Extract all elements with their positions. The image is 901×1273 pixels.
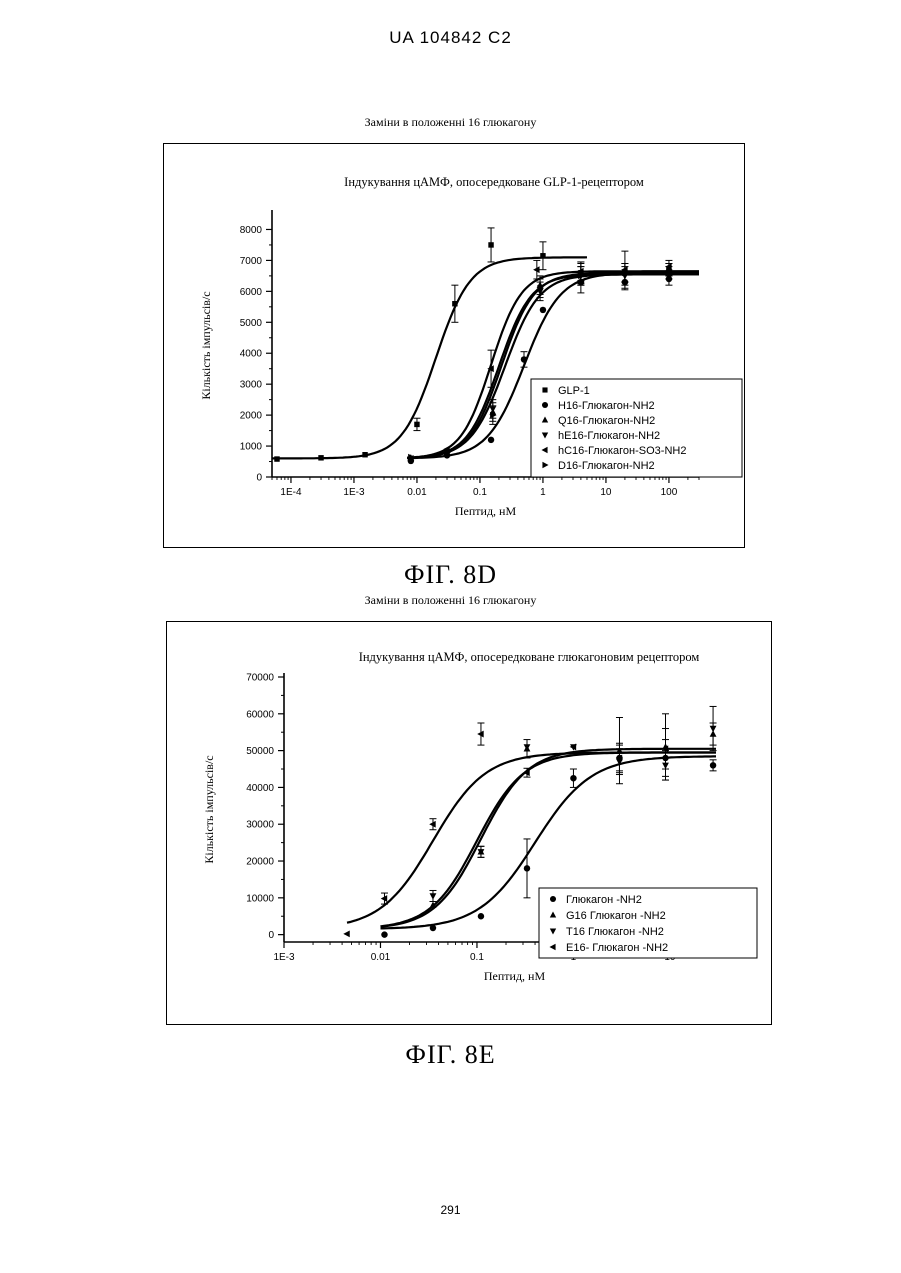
chart-8e-legend-label-0: Глюкагон -NH2	[566, 894, 642, 906]
chart-8d-y-tick-label: 1000	[240, 442, 263, 453]
chart-8e-data-point	[710, 726, 717, 732]
chart-8d-data-point	[488, 437, 494, 443]
chart-8e-y-tick-label: 70000	[246, 673, 274, 684]
chart-8e-data-point	[430, 893, 437, 899]
chart-8d-data-point	[274, 456, 279, 461]
chart-8e-data-point	[524, 865, 530, 871]
chart-8e-data-point	[478, 913, 484, 919]
chart-8e-data-point	[343, 931, 349, 938]
chart-8d-title: Індукування цАМФ, опосередковане GLP-1-р…	[344, 175, 644, 189]
chart-8e-y-tick-label: 40000	[246, 783, 274, 794]
chart-8d-data-point	[452, 301, 457, 306]
chart-8e-legend-label-3: E16- Глюкагон -NH2	[566, 942, 668, 954]
chart-8e-x-axis-label: Пептид, нМ	[484, 969, 546, 983]
chart-8d-data-point	[488, 242, 493, 247]
chart-8d-x-tick-label: 100	[661, 487, 678, 498]
chart-8d-subtitle: Заміни в положенні 16 глюкагону	[0, 115, 901, 130]
chart-8e-data-point	[430, 925, 436, 931]
chart-8e-data-point	[570, 775, 576, 781]
chart-8d-legend: GLP-1 H16-Глюкагон-NH2 Q16-Глюкагон-NH2 hE1…	[531, 379, 742, 477]
chart-8d-y-tick-label: 6000	[240, 287, 263, 298]
chart-8e-svg: Індукування цАМФ, опосередковане глюкаго…	[167, 622, 770, 1023]
chart-8d-y-axis-label: Кількість імпульсів/с	[199, 291, 213, 399]
chart-8d-legend-label-3: hE16-Глюкагон-NH2	[558, 430, 660, 442]
chart-8e-y-tick-label: 60000	[246, 709, 274, 720]
chart-8d-x-tick-label: 1E-4	[280, 487, 302, 498]
chart-8d-data-point	[533, 266, 539, 273]
chart-8d-legend-label-2: Q16-Глюкагон-NH2	[558, 415, 655, 427]
chart-8d-x-axis-label: Пептид, нМ	[455, 504, 517, 518]
chart-8d-x-tick-label: 0.01	[407, 487, 427, 498]
chart-8d-svg: Індукування цАМФ, опосередковане GLP-1-р…	[164, 144, 743, 546]
chart-8d-y-tick-label: 3000	[240, 380, 263, 391]
patent-header: UA 104842 C2	[0, 28, 901, 48]
chart-8e-y-tick-label: 10000	[246, 893, 274, 904]
figure-label-8e: ФІГ. 8E	[0, 1040, 901, 1070]
chart-8e-y-tick-label: 50000	[246, 746, 274, 757]
chart-8e-title: Індукування цАМФ, опосередковане глюкаго…	[359, 650, 700, 664]
chart-8e-legend-label-1: G16 Глюкагон -NH2	[566, 910, 666, 922]
chart-8e-legend-marker-0	[550, 896, 556, 902]
chart-8d-x-tick-label: 1	[540, 487, 546, 498]
chart-8e-y-tick-label: 20000	[246, 857, 274, 868]
chart-8d-y-tick-label: 5000	[240, 318, 263, 329]
chart-8d-legend-marker-0	[542, 387, 547, 392]
chart-8e-legend-label-2: T16 Глюкагон -NH2	[566, 926, 664, 938]
chart-8e-x-tick-label: 0.01	[371, 952, 391, 963]
chart-8d-y-tick-label: 4000	[240, 349, 263, 360]
chart-8d-y-tick-label: 0	[256, 473, 262, 484]
chart-8d-data-point	[521, 356, 527, 362]
chart-8e-data-point	[477, 731, 483, 738]
chart-8d-legend-label-4: hC16-Глюкагон-SO3-NH2	[558, 445, 686, 457]
chart-8e-y-tick-label: 30000	[246, 820, 274, 831]
chart-8d-y-tick-label: 7000	[240, 256, 263, 267]
chart-8e-x-tick-label: 0.1	[470, 952, 484, 963]
chart-8d-data-point	[540, 307, 546, 313]
chart-8d-y-tick-label: 2000	[240, 411, 263, 422]
chart-8d-legend-label-0: GLP-1	[558, 385, 590, 397]
chart-8e-x-tick-label: 1E-3	[273, 952, 295, 963]
chart-8d-y-tick-label: 8000	[240, 225, 263, 236]
chart-8e-legend: Глюкагон -NH2 G16 Глюкагон -NH2 T16 Глюкаг…	[539, 888, 757, 958]
chart-8e-data-point	[710, 762, 716, 768]
chart-8e-y-tick-label: 0	[268, 930, 274, 941]
chart-8e-subtitle: Заміни в положенні 16 глюкагону	[0, 593, 901, 608]
chart-8d-x-tick-label: 10	[600, 487, 612, 498]
chart-8d-data-point	[362, 452, 367, 457]
chart-8e-data-point	[381, 895, 387, 902]
chart-8e-frame: Індукування цАМФ, опосередковане глюкаго…	[166, 621, 772, 1025]
figure-label-8d: ФІГ. 8D	[0, 560, 901, 590]
chart-8d-data-point	[540, 253, 545, 258]
chart-8d-data-point	[414, 422, 419, 427]
chart-8d-frame: Індукування цАМФ, опосередковане GLP-1-р…	[163, 143, 745, 548]
chart-8e-data-point	[381, 931, 387, 937]
page-number: 291	[0, 1203, 901, 1217]
chart-8d-legend-marker-1	[542, 402, 548, 408]
chart-8e-y-axis-label: Кількість імпульсів/с	[202, 755, 216, 863]
chart-8e-data-point	[429, 821, 435, 828]
chart-8d-x-tick-label: 0.1	[473, 487, 487, 498]
chart-8d-legend-label-1: H16-Глюкагон-NH2	[558, 400, 655, 412]
chart-8d-data-point	[318, 455, 323, 460]
chart-8d-legend-label-5: D16-Глюкагон-NH2	[558, 460, 655, 472]
chart-8d-x-tick-label: 1E-3	[343, 487, 365, 498]
chart-8e-data-point	[478, 849, 485, 855]
